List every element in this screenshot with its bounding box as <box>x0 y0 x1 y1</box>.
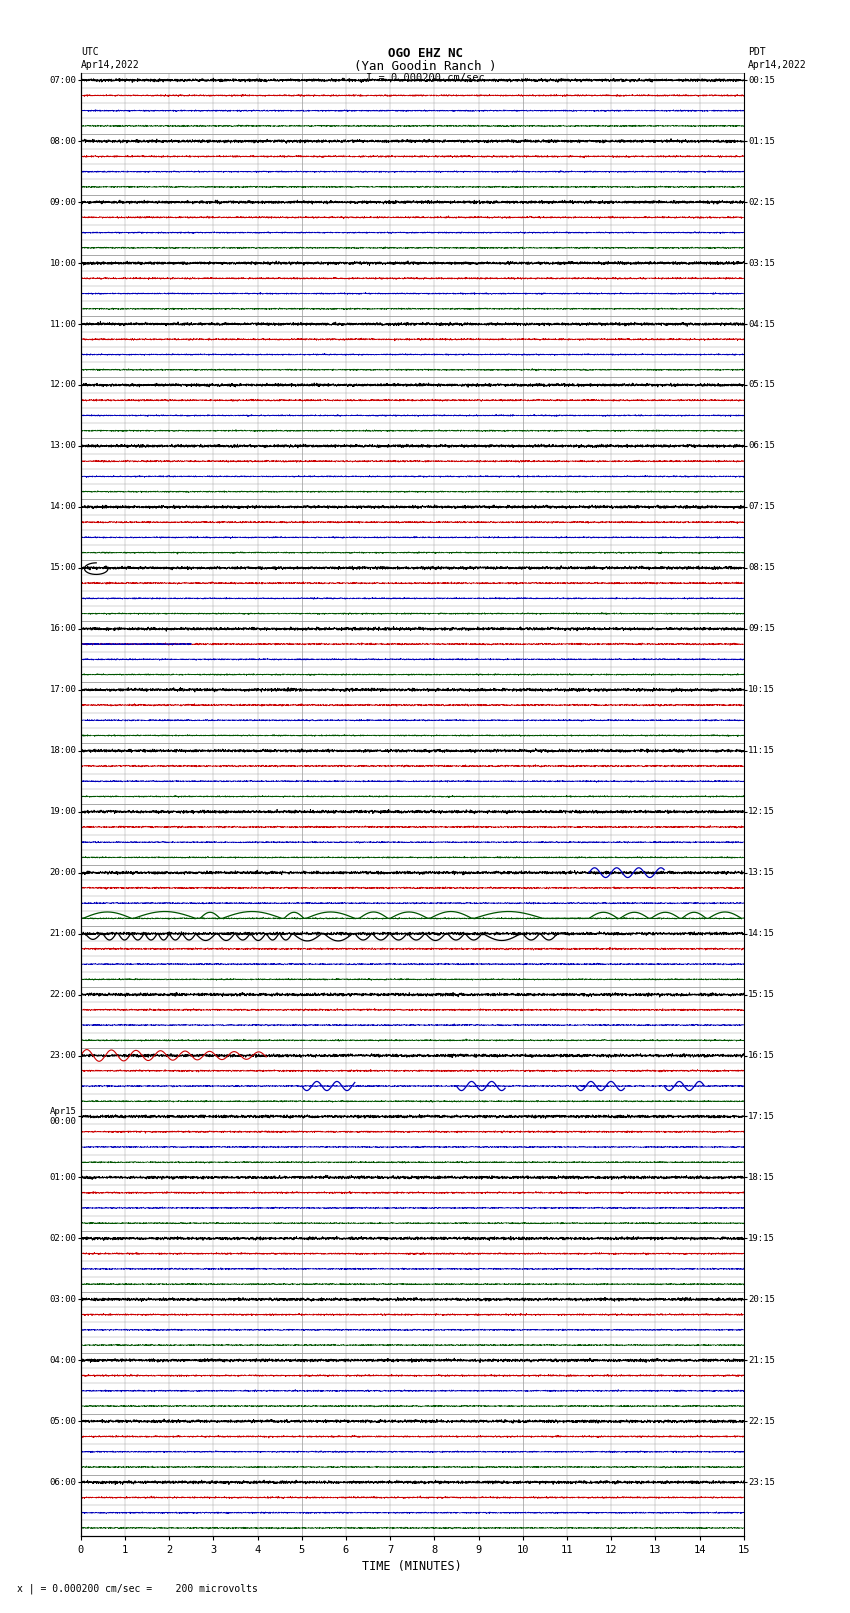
Text: Apr14,2022: Apr14,2022 <box>748 60 807 69</box>
Text: PDT: PDT <box>748 47 766 56</box>
Text: Apr14,2022: Apr14,2022 <box>81 60 139 69</box>
Text: UTC: UTC <box>81 47 99 56</box>
Text: I = 0.000200 cm/sec: I = 0.000200 cm/sec <box>366 73 484 82</box>
Text: OGO EHZ NC: OGO EHZ NC <box>388 47 462 60</box>
Text: (Yan Goodin Ranch ): (Yan Goodin Ranch ) <box>354 60 496 73</box>
X-axis label: TIME (MINUTES): TIME (MINUTES) <box>362 1560 462 1573</box>
Text: x | = 0.000200 cm/sec =    200 microvolts: x | = 0.000200 cm/sec = 200 microvolts <box>17 1582 258 1594</box>
